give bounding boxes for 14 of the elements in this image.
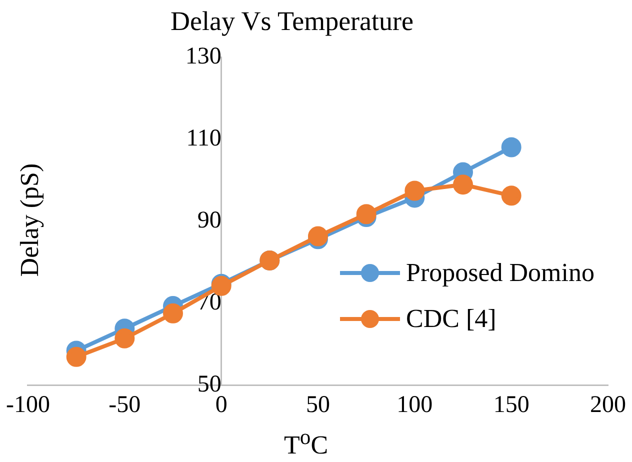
x-tick-label: 50 (306, 392, 330, 418)
y-axis-title: Delay (pS) (15, 162, 45, 279)
legend-label: CDC [4] (406, 304, 496, 334)
y-tick-label: 110 (186, 125, 222, 152)
x-tick-label: 100 (396, 392, 433, 418)
x-tick-label: 200 (590, 392, 626, 418)
x-tick-label: -50 (108, 392, 141, 418)
x-tick-label: -100 (6, 392, 50, 418)
x-tick-label: 150 (493, 392, 530, 418)
legend-label: Proposed Domino (406, 258, 594, 288)
chart-title: Delay Vs Temperature (169, 6, 415, 37)
y-tick-label: 130 (185, 43, 222, 70)
y-tick-label: 90 (197, 207, 222, 234)
x-axis-title: T$^{o}$C (282, 425, 330, 461)
